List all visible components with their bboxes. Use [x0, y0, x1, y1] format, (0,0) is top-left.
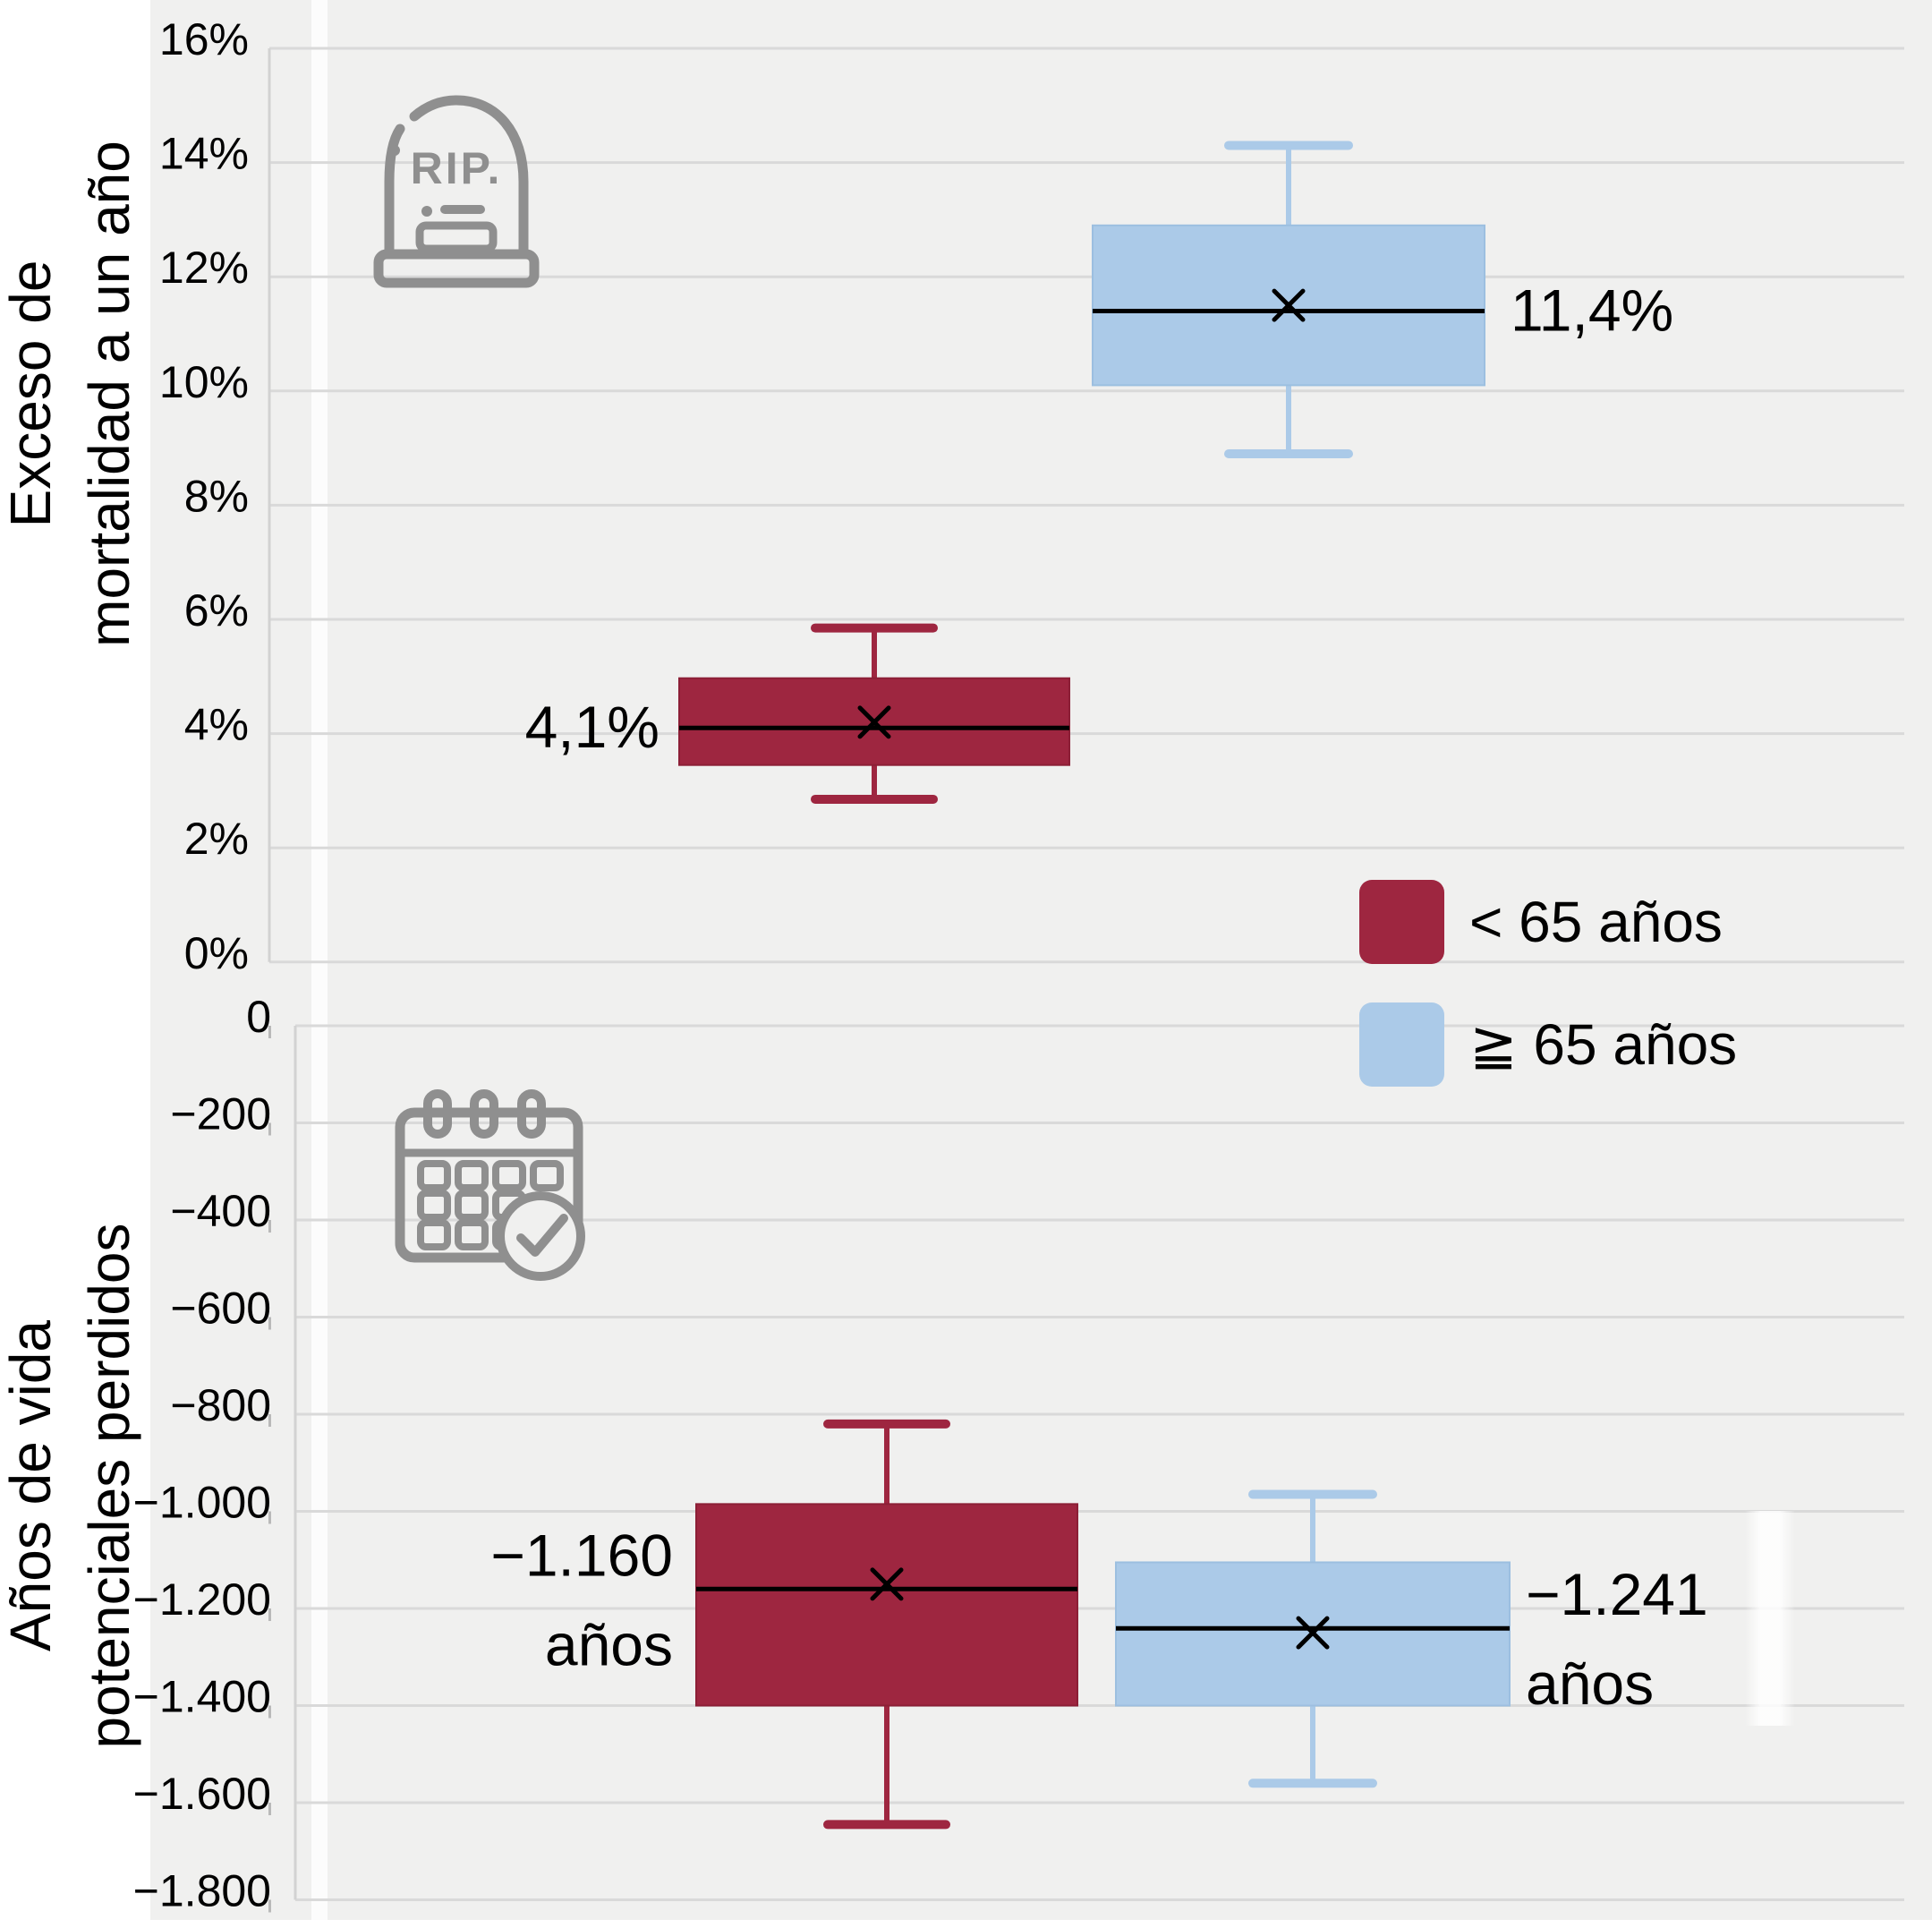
y-tick-label: −200 — [170, 1089, 271, 1139]
y-axis-title-top-line2: mortalidad a un año — [77, 141, 141, 647]
tick-mark — [268, 1414, 271, 1427]
tombstone-slab — [415, 221, 498, 253]
y-tick-label: 14% — [159, 129, 249, 179]
y-tick-label: 0% — [184, 928, 249, 978]
tick-mark — [268, 1026, 271, 1038]
tombstone-rip-icon: RIP. — [362, 70, 550, 294]
y-tick-label: 12% — [159, 243, 249, 293]
mean-marker — [1296, 1616, 1330, 1650]
image-seam-right — [1745, 1511, 1795, 1726]
calendar-check-mark — [516, 1214, 568, 1257]
tombstone-base — [373, 249, 540, 288]
y-tick-label: −1.200 — [133, 1574, 271, 1625]
legend-swatch-over-65 — [1359, 1002, 1444, 1087]
tick-mark — [268, 1317, 271, 1330]
y-tick-label: −1.400 — [133, 1672, 271, 1722]
y-tick-label: 4% — [184, 700, 249, 750]
y-axis-title-bottom-line2: potenciales perdidos — [77, 1223, 141, 1749]
calendar-day-cells — [417, 1160, 564, 1250]
y-axis-title-bottom-line1: Años de vida — [0, 1319, 63, 1652]
tick-mark — [268, 1511, 271, 1524]
iqr-box — [695, 1503, 1078, 1707]
y-axis-title-bottom: Años de vida potenciales perdidos — [0, 1146, 149, 1826]
tombstone-dash-dot — [389, 145, 400, 156]
mean-marker — [870, 1567, 904, 1601]
calendar-ring-1 — [423, 1089, 452, 1139]
legend-swatch-under-65 — [1359, 880, 1444, 964]
tombstone-engraving-dot — [421, 206, 432, 217]
y-tick-label: −1.600 — [133, 1769, 271, 1819]
value-label: 11,4% — [1511, 277, 1673, 343]
value-label-line1: −1.160 — [490, 1522, 673, 1588]
tick-mark — [268, 1608, 271, 1621]
y-tick-label: −400 — [170, 1186, 271, 1236]
y-tick-label: 6% — [184, 585, 249, 636]
value-label-line2: años — [545, 1611, 673, 1677]
value-label-line2: años — [1526, 1651, 1654, 1717]
y-tick-label: −1.000 — [133, 1478, 271, 1528]
mean-marker — [857, 705, 891, 739]
calendar-ring-2 — [470, 1089, 498, 1139]
y-tick-label: −600 — [170, 1284, 271, 1334]
y-tick-label: 2% — [184, 814, 249, 864]
calendar-check-icon — [394, 1088, 591, 1289]
y-tick-label: 10% — [159, 357, 249, 407]
legend-item-over-65: ≧ 65 años — [1359, 1002, 1737, 1087]
y-tick-label: 16% — [159, 14, 249, 64]
calendar-body — [395, 1107, 583, 1263]
tombstone-outline-arch — [409, 95, 529, 260]
legend-item-under-65: < 65 años — [1359, 880, 1723, 964]
legend-label-under-65: < 65 años — [1469, 890, 1723, 954]
tick-mark — [268, 1122, 271, 1136]
calendar-ring-3 — [517, 1089, 546, 1139]
y-tick-label: 8% — [184, 471, 249, 521]
mean-marker — [1272, 288, 1306, 322]
tick-mark — [268, 1803, 271, 1815]
legend-label-over-65: ≧ 65 años — [1469, 1011, 1738, 1077]
value-label-line1: −1.241 — [1526, 1561, 1708, 1627]
tick-mark — [268, 1899, 271, 1913]
calendar-check-circle — [496, 1191, 585, 1281]
y-axis-title-top: Exceso de mortalidad a un año — [0, 54, 149, 734]
tombstone-rip-text: RIP. — [411, 143, 503, 193]
tick-mark — [268, 1220, 271, 1233]
y-tick-label: 0 — [246, 992, 271, 1042]
value-label: 4,1% — [525, 694, 660, 760]
image-seam-left — [311, 0, 328, 1920]
tick-mark — [268, 1705, 271, 1719]
bottom-margin — [150, 1920, 1932, 1928]
y-tick-label: −800 — [170, 1380, 271, 1430]
y-tick-label: −1.800 — [133, 1866, 271, 1916]
y-axis-title-top-line1: Exceso de — [0, 260, 63, 528]
